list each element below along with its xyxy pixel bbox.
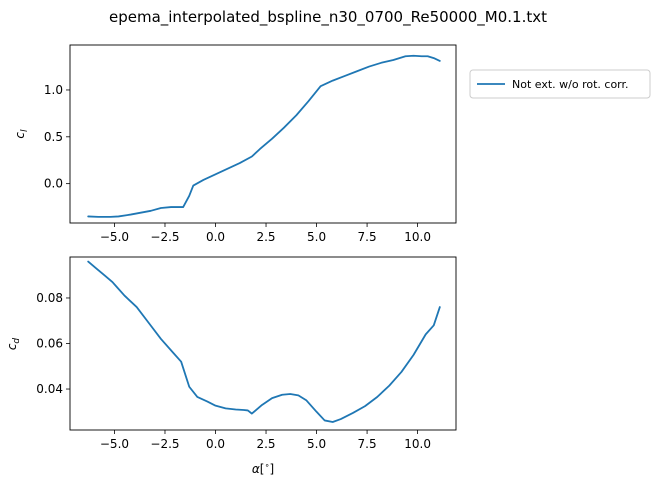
x-tick-label-bottom-0: −5.0: [100, 437, 129, 451]
y-ticks-top: 0.0 0.5 1.0: [44, 83, 70, 191]
plot-lift-coefficient: −5.0 −2.5 0.0 2.5 5.0 7.5 10.0 0.0 0.5 1.0 cl: [13, 44, 457, 244]
x-tick-label-bottom-4: 5.0: [307, 437, 326, 451]
x-tick-label-top-5: 7.5: [358, 230, 377, 244]
y-tick-label-bottom-1: 0.06: [36, 337, 63, 351]
x-tick-label-bottom-6: 10.0: [404, 437, 431, 451]
x-ticks-bottom: −5.0 −2.5 0.0 2.5 5.0 7.5 10.0: [100, 430, 431, 451]
series-line-top-0: [87, 54, 441, 218]
y-axis-label-top: cl: [13, 129, 30, 139]
y-tick-label-bottom-0: 0.04: [36, 382, 63, 396]
x-tick-label-bottom-1: −2.5: [150, 437, 179, 451]
x-tick-label-top-1: −2.5: [150, 230, 179, 244]
x-tick-label-top-4: 5.0: [307, 230, 326, 244]
figure-title: epema_interpolated_bspline_n30_0700_Re50…: [109, 8, 547, 27]
x-ticks-top: −5.0 −2.5 0.0 2.5 5.0 7.5 10.0: [100, 223, 431, 244]
x-tick-label-bottom-5: 7.5: [358, 437, 377, 451]
legend-entry-label: Not ext. w/o rot. corr.: [512, 78, 629, 91]
x-axis-label-bottom: α[∘]: [252, 461, 274, 476]
series-line-bottom-0: [87, 260, 441, 423]
x-tick-label-top-0: −5.0: [100, 230, 129, 244]
x-tick-label-top-6: 10.0: [404, 230, 431, 244]
legend: Not ext. w/o rot. corr.: [469, 69, 651, 99]
series-group-bottom: [87, 260, 441, 423]
y-ticks-bottom: 0.04 0.06 0.08: [36, 291, 70, 396]
legend-frame: [469, 69, 651, 99]
series-group-top: [87, 54, 441, 218]
y-tick-label-bottom-2: 0.08: [36, 291, 63, 305]
axes-frame-top: [69, 44, 457, 224]
y-tick-label-top-2: 1.0: [44, 83, 63, 97]
plot-drag-coefficient: −5.0 −2.5 0.0 2.5 5.0 7.5 10.0 0.04 0.06 0.08 cd…: [5, 256, 457, 476]
x-tick-label-top-2: 0.0: [206, 230, 225, 244]
x-tick-label-bottom-3: 2.5: [256, 437, 275, 451]
x-tick-label-top-3: 2.5: [256, 230, 275, 244]
y-tick-label-top-0: 0.0: [44, 177, 63, 191]
y-axis-label-bottom: cd: [5, 338, 22, 351]
y-tick-label-top-1: 0.5: [44, 130, 63, 144]
x-tick-label-bottom-2: 0.0: [206, 437, 225, 451]
